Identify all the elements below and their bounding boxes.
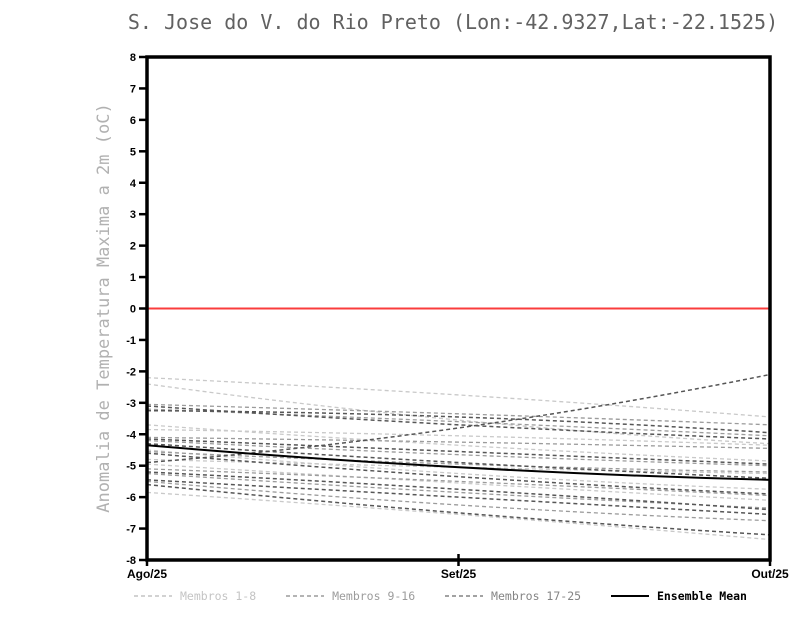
y-tick-label: -8	[126, 555, 136, 567]
member-line-20	[146, 442, 771, 480]
y-tick-label: -4	[126, 429, 137, 441]
y-tick-label: 4	[130, 178, 137, 190]
member-line-23	[146, 471, 771, 511]
member-line-13	[146, 450, 771, 473]
member-line-19	[146, 438, 771, 465]
member-line-5	[146, 449, 771, 490]
x-axis-label: Ago/25	[127, 567, 167, 581]
member-line-16	[146, 480, 771, 522]
legend-label: Ensemble Mean	[656, 589, 747, 603]
x-axis-label: Out/25	[751, 567, 789, 581]
legend-label: Membros 1-8	[180, 589, 257, 603]
member-line-24	[146, 479, 771, 516]
member-line-14	[146, 468, 771, 497]
legend-item-membros-17-25: Membros 17-25	[444, 589, 581, 603]
dashed-line-sample-icon	[134, 595, 172, 597]
member-line-21	[146, 373, 771, 464]
y-tick-label: -7	[126, 524, 136, 536]
y-tick-label: 3	[130, 209, 136, 221]
y-tick-label: 0	[130, 304, 136, 316]
y-tick-label: -6	[126, 492, 136, 504]
y-tick-label: 2	[130, 241, 136, 253]
y-tick-label: -5	[126, 461, 136, 473]
member-line-7	[146, 463, 771, 501]
legend-item-membros-1-8: Membros 1-8	[133, 589, 256, 603]
ensemble-mean-line	[146, 444, 771, 481]
member-line-9	[146, 403, 771, 426]
member-line-15	[146, 472, 771, 509]
y-tick-label: -1	[126, 335, 136, 347]
member-line-8	[146, 491, 771, 541]
member-line-1	[146, 377, 771, 418]
y-tick-label: -2	[126, 366, 136, 378]
legend-item-ensemble-mean: Ensemble Mean	[610, 589, 747, 603]
member-line-4	[146, 428, 771, 446]
y-tick-label: -3	[126, 398, 136, 410]
member-line-22	[146, 452, 771, 495]
y-tick-label: 7	[130, 83, 136, 95]
member-line-25	[146, 483, 771, 536]
legend-label: Membros 17-25	[491, 589, 582, 603]
y-tick-label: 8	[130, 52, 136, 64]
y-tick-label: 6	[130, 115, 136, 127]
legend-label: Membros 9-16	[332, 589, 416, 603]
dashed-line-sample-icon	[286, 595, 325, 597]
legend-item-membros-9-16: Membros 9-16	[285, 589, 415, 603]
x-axis-label: Set/25	[441, 567, 477, 581]
chart-title: S. Jose do V. do Rio Preto (Lon:-42.9327…	[127, 10, 779, 34]
member-line-12	[146, 439, 771, 467]
member-line-11	[146, 436, 771, 450]
dashed-line-sample-icon	[445, 595, 484, 597]
solid-line-sample-icon	[610, 595, 649, 597]
y-tick-label: 1	[130, 272, 136, 284]
chart-legend: Membros 1-8 Membros 9-16 Membros 17-25 E…	[133, 588, 747, 604]
member-line-18	[146, 409, 771, 434]
y-tick-label: 5	[130, 146, 136, 158]
